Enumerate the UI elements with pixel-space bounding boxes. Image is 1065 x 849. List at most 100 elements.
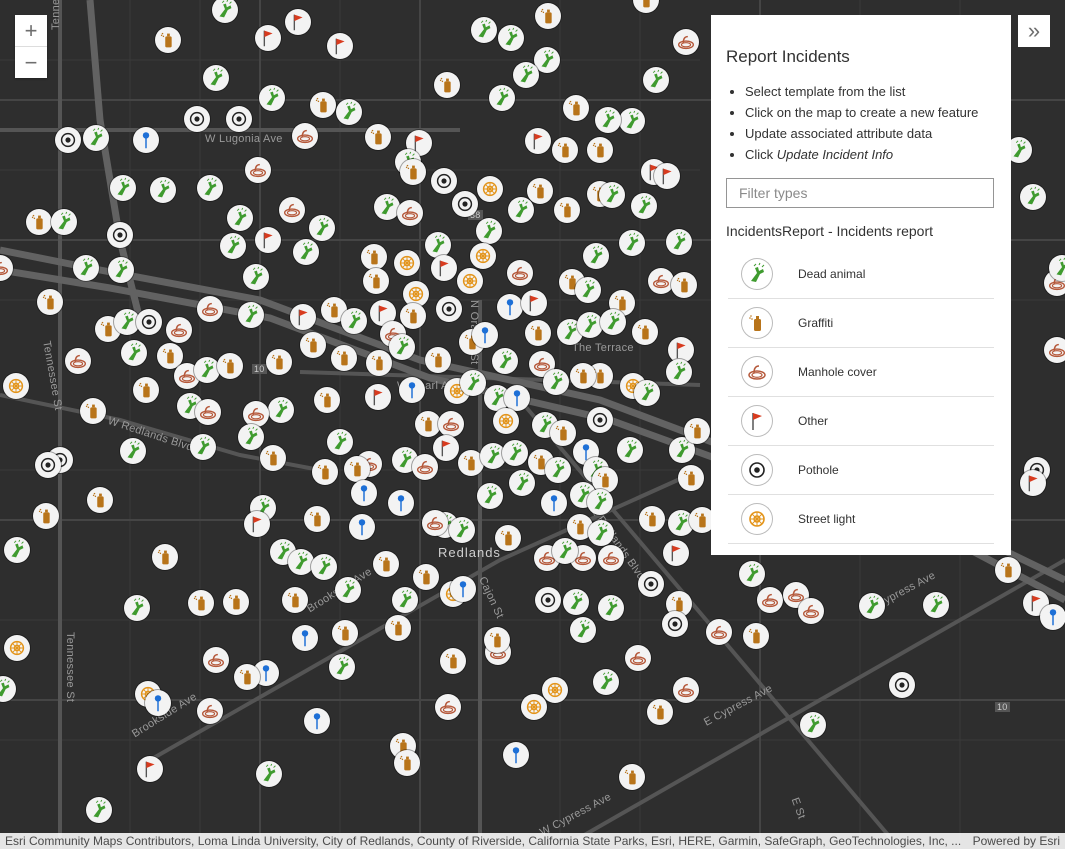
incident-marker[interactable] <box>662 611 688 637</box>
incident-marker[interactable] <box>489 85 515 111</box>
incident-marker[interactable] <box>304 708 330 734</box>
incident-marker[interactable] <box>1049 255 1065 281</box>
incident-marker[interactable] <box>150 177 176 203</box>
incident-marker[interactable] <box>436 296 462 322</box>
incident-marker[interactable] <box>65 348 91 374</box>
incident-marker[interactable] <box>327 429 353 455</box>
incident-marker[interactable] <box>757 587 783 613</box>
incident-marker[interactable] <box>599 182 625 208</box>
incident-marker[interactable] <box>575 277 601 303</box>
incident-marker[interactable] <box>435 694 461 720</box>
incident-marker[interactable] <box>619 764 645 790</box>
incident-marker[interactable] <box>80 398 106 424</box>
incident-marker[interactable] <box>110 175 136 201</box>
incident-marker[interactable] <box>671 272 697 298</box>
incident-marker[interactable] <box>361 244 387 270</box>
template-item[interactable]: Dead animal <box>728 250 994 299</box>
incident-marker[interactable] <box>743 623 769 649</box>
incident-marker[interactable] <box>166 317 192 343</box>
incident-marker[interactable] <box>666 229 692 255</box>
incident-marker[interactable] <box>477 483 503 509</box>
incident-marker[interactable] <box>513 62 539 88</box>
incident-marker[interactable] <box>617 437 643 463</box>
incident-marker[interactable] <box>121 340 147 366</box>
incident-marker[interactable] <box>279 197 305 223</box>
incident-marker[interactable] <box>600 309 626 335</box>
incident-marker[interactable] <box>452 191 478 217</box>
incident-marker[interactable] <box>412 454 438 480</box>
incident-marker[interactable] <box>195 399 221 425</box>
incident-marker[interactable] <box>557 319 583 345</box>
incident-marker[interactable] <box>314 387 340 413</box>
incident-marker[interactable] <box>212 0 238 23</box>
incident-marker[interactable] <box>431 255 457 281</box>
incident-marker[interactable] <box>570 363 596 389</box>
incident-marker[interactable] <box>238 302 264 328</box>
incident-marker[interactable] <box>217 353 243 379</box>
incident-marker[interactable] <box>336 99 362 125</box>
incident-marker[interactable] <box>493 408 519 434</box>
incident-marker[interactable] <box>470 243 496 269</box>
incident-marker[interactable] <box>385 615 411 641</box>
incident-marker[interactable] <box>440 648 466 674</box>
incident-marker[interactable] <box>472 322 498 348</box>
incident-marker[interactable] <box>471 17 497 43</box>
incident-marker[interactable] <box>480 443 506 469</box>
incident-marker[interactable] <box>331 345 357 371</box>
incident-marker[interactable] <box>563 589 589 615</box>
incident-marker[interactable] <box>595 107 621 133</box>
incident-marker[interactable] <box>184 106 210 132</box>
incident-marker[interactable] <box>155 27 181 53</box>
incident-marker[interactable] <box>509 470 535 496</box>
incident-marker[interactable] <box>243 264 269 290</box>
incident-marker[interactable] <box>503 742 529 768</box>
incident-marker[interactable] <box>349 514 375 540</box>
incident-marker[interactable] <box>397 200 423 226</box>
incident-marker[interactable] <box>460 370 486 396</box>
incident-marker[interactable] <box>290 304 316 330</box>
incident-marker[interactable] <box>245 157 271 183</box>
incident-marker[interactable] <box>366 350 392 376</box>
incident-marker[interactable] <box>534 47 560 73</box>
incident-marker[interactable] <box>399 377 425 403</box>
incident-marker[interactable] <box>535 587 561 613</box>
incident-marker[interactable] <box>260 445 286 471</box>
incident-marker[interactable] <box>504 385 530 411</box>
incident-marker[interactable] <box>552 137 578 163</box>
incident-marker[interactable] <box>525 320 551 346</box>
incident-marker[interactable] <box>3 373 29 399</box>
incident-marker[interactable] <box>133 127 159 153</box>
incident-marker[interactable] <box>4 537 30 563</box>
incident-marker[interactable] <box>425 232 451 258</box>
incident-marker[interactable] <box>83 125 109 151</box>
incident-marker[interactable] <box>415 411 441 437</box>
incident-marker[interactable] <box>137 756 163 782</box>
incident-marker[interactable] <box>476 218 502 244</box>
incident-marker[interactable] <box>238 424 264 450</box>
incident-marker[interactable] <box>995 557 1021 583</box>
incident-marker[interactable] <box>223 589 249 615</box>
template-item[interactable]: Street light <box>728 495 994 544</box>
incident-marker[interactable] <box>413 564 439 590</box>
incident-marker[interactable] <box>255 25 281 51</box>
template-item[interactable]: Graffiti <box>728 299 994 348</box>
incident-marker[interactable] <box>527 178 553 204</box>
incident-marker[interactable] <box>431 168 457 194</box>
incident-marker[interactable] <box>226 106 252 132</box>
incident-marker[interactable] <box>365 384 391 410</box>
incident-marker[interactable] <box>312 459 338 485</box>
incident-marker[interactable] <box>86 797 112 823</box>
template-item[interactable]: Manhole cover <box>728 348 994 397</box>
incident-marker[interactable] <box>394 750 420 776</box>
incident-marker[interactable] <box>403 281 429 307</box>
incident-marker[interactable] <box>124 595 150 621</box>
incident-marker[interactable] <box>197 175 223 201</box>
incident-marker[interactable] <box>587 407 613 433</box>
incident-marker[interactable] <box>739 561 765 587</box>
incident-marker[interactable] <box>638 571 664 597</box>
incident-marker[interactable] <box>570 617 596 643</box>
incident-marker[interactable] <box>639 506 665 532</box>
incident-marker[interactable] <box>577 312 603 338</box>
incident-marker[interactable] <box>0 676 16 702</box>
incident-marker[interactable] <box>1044 337 1065 363</box>
